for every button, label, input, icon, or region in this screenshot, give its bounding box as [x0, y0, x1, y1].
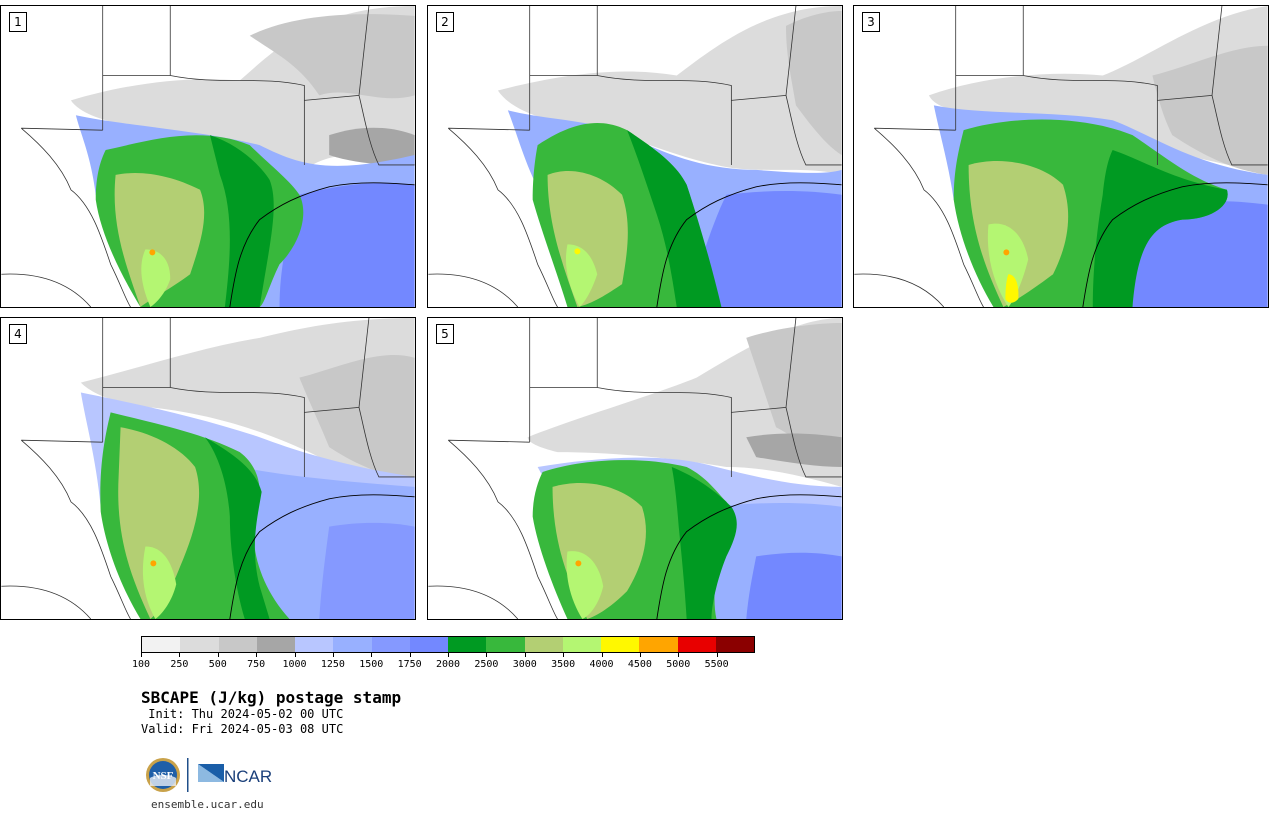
- colorbar-swatch: [715, 637, 754, 652]
- ncar-logo-icon: NCAR: [198, 764, 272, 786]
- colorbar-tick-label: 500: [208, 659, 227, 670]
- colorbar-tick: [141, 653, 142, 657]
- colorbar-tick: [524, 653, 526, 657]
- init-time: Init: Thu 2024-05-02 00 UTC: [141, 707, 344, 721]
- sbcape-map-3: [854, 6, 1268, 307]
- colorbar-swatch: [677, 637, 716, 652]
- colorbar-swatch: [295, 637, 334, 652]
- colorbar-tick: [601, 653, 603, 657]
- colorbar-swatch: [180, 637, 219, 652]
- colorbar-tick: [409, 653, 411, 657]
- colorbar-tick-label: 4000: [589, 659, 614, 670]
- colorbar-swatch: [256, 637, 295, 652]
- colorbar-tick: [217, 653, 219, 657]
- colorbar-swatch: [486, 637, 525, 652]
- colorbar-swatch: [218, 637, 257, 652]
- colorbar-tick-label: 750: [247, 659, 266, 670]
- colorbar-ticks: 100 250 500 750 1000 1250 1500 1750 2000 2500 3000…: [132, 653, 755, 673]
- colorbar-swatch: [524, 637, 563, 652]
- colorbar-tick: [332, 653, 334, 657]
- colorbar-tick-label: 3500: [551, 659, 576, 670]
- colorbar-tick: [294, 653, 296, 657]
- colorbar-tick-label: 5500: [704, 659, 729, 670]
- colorbar-tick-label: 100: [131, 659, 151, 670]
- colorbar-tick: [448, 653, 449, 657]
- panel-number: 3: [862, 12, 880, 32]
- nsf-logo-text: NSF: [153, 770, 174, 782]
- colorbar: [141, 636, 755, 653]
- colorbar-tick-label: 5000: [666, 659, 691, 670]
- colorbar-swatch: [448, 637, 487, 652]
- colorbar-tick: [486, 653, 488, 657]
- colorbar-tick: [179, 653, 181, 657]
- logos: NSF NCAR: [144, 756, 274, 796]
- sbcape-map-4: [1, 318, 415, 619]
- colorbar-tick-label: 1250: [320, 659, 345, 670]
- panel-number: 1: [9, 12, 27, 32]
- colorbar-swatch: [639, 637, 678, 652]
- colorbar-swatch: [562, 637, 601, 652]
- sbcape-map-2: [428, 6, 842, 307]
- colorbar-tick-label: 1500: [359, 659, 384, 670]
- colorbar-tick: [678, 653, 680, 657]
- colorbar-tick: [371, 653, 373, 657]
- valid-time: Valid: Fri 2024-05-03 08 UTC: [141, 722, 344, 736]
- sbcape-map-1: [1, 6, 415, 307]
- colorbar-tick: [639, 653, 641, 657]
- panel-number: 5: [436, 324, 454, 344]
- panel-number: 2: [436, 12, 454, 32]
- nsf-logo-icon: NSF: [146, 758, 180, 792]
- map-panel-4: 4: [0, 317, 416, 620]
- map-panel-5: 5: [427, 317, 843, 620]
- colorbar-tick-label: 1750: [397, 659, 422, 670]
- map-panel-2: 2: [427, 5, 843, 308]
- site-url: ensemble.ucar.edu: [151, 798, 264, 811]
- colorbar-swatch: [409, 637, 448, 652]
- colorbar-tick-label: 3000: [512, 659, 537, 670]
- map-panel-3: 3: [853, 5, 1269, 308]
- colorbar-swatch: [142, 637, 181, 652]
- colorbar-tick: [563, 653, 565, 657]
- colorbar-tick-label: 4500: [627, 659, 652, 670]
- colorbar-swatch: [333, 637, 372, 652]
- colorbar-tick-label: 250: [170, 659, 189, 670]
- logo-graphics: NSF NCAR: [146, 758, 272, 792]
- colorbar-tick-label: 2500: [474, 659, 499, 670]
- colorbar-swatch: [601, 637, 640, 652]
- colorbar-tick-label: 2000: [435, 659, 461, 670]
- chart-title: SBCAPE (J/kg) postage stamp: [141, 688, 402, 707]
- panel-number: 4: [9, 324, 27, 344]
- colorbar-swatch: [371, 637, 410, 652]
- sbcape-map-5: [428, 318, 842, 619]
- colorbar-tick-label: 1000: [282, 659, 307, 670]
- colorbar-tick: [716, 653, 718, 657]
- colorbar-tick: [256, 653, 258, 657]
- ncar-logo-text: NCAR: [224, 767, 272, 786]
- map-panel-1: 1: [0, 5, 416, 308]
